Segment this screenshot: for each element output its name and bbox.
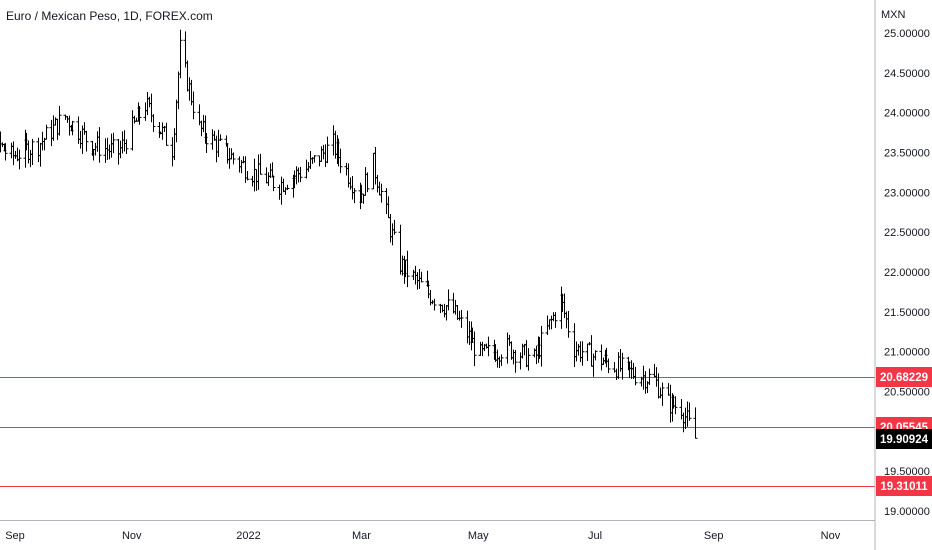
horizontal-lines [0,377,875,487]
time-axis[interactable]: Sep Nov 2022 Mar May Jul Sep Nov [5,530,841,542]
currency-unit-label: MXN [881,9,906,21]
time-tick-label: Jul [588,530,602,542]
time-tick-label: Mar [352,530,371,542]
time-tick-label: May [468,530,489,542]
price-level-badge [876,476,932,496]
price-tick-label: 21.50000 [884,307,930,319]
price-badge-text: 20.68229 [880,372,928,384]
price-level-badge [876,367,932,387]
time-tick-label: Sep [704,530,724,542]
price-tick-label: 19.00000 [884,506,930,518]
price-tick-label: 24.50000 [884,68,930,80]
price-tick-label: 24.00000 [884,108,930,120]
price-tick-label: 21.00000 [884,347,930,359]
price-badge-text: 19.90924 [880,434,929,446]
price-badge-text: 19.31011 [880,481,928,493]
price-tick-label: 20.50000 [884,387,930,399]
price-tick-label: 23.00000 [884,187,930,199]
price-tick-label: 22.50000 [884,227,930,239]
price-tick-label: 25.00000 [884,28,930,40]
ohlc-bars [0,29,698,439]
price-tick-label: 23.50000 [884,148,930,160]
time-tick-label: Nov [821,530,841,542]
last-price-badge [876,429,932,449]
price-tick-label: 19.50000 [884,466,930,478]
time-tick-label: Nov [122,530,142,542]
time-tick-label: 2022 [236,530,260,542]
time-tick-label: Sep [5,530,25,542]
price-tick-label: 22.00000 [884,267,930,279]
chart-title: Euro / Mexican Peso, 1D, FOREX.com [6,9,213,23]
